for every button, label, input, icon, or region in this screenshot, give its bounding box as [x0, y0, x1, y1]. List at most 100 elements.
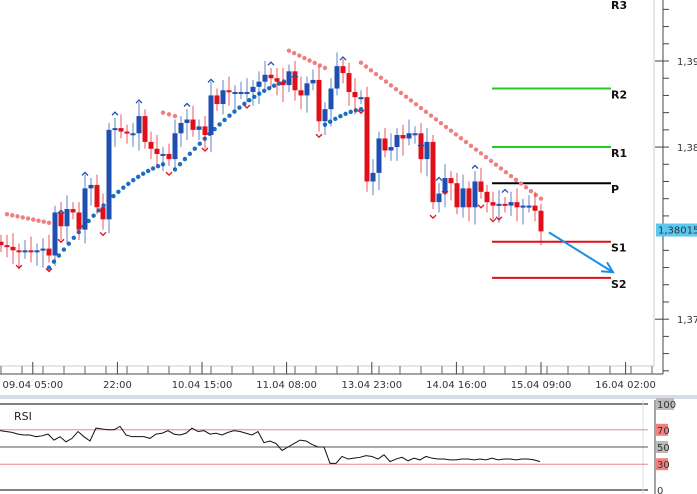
candle: [394, 128, 400, 161]
candle-body: [400, 135, 406, 139]
candle-body: [532, 205, 538, 211]
current-price-label: 1,38015: [658, 226, 697, 237]
candle: [46, 234, 52, 263]
fractal-down-icon: [15, 264, 23, 269]
candle: [478, 167, 484, 199]
candle-body: [28, 250, 34, 253]
sar-dot: [247, 98, 252, 103]
candle: [4, 234, 10, 258]
candle: [136, 102, 142, 151]
candle: [226, 76, 232, 106]
sar-dot: [262, 88, 267, 94]
candle-body: [376, 138, 382, 173]
candle-body: [478, 181, 484, 192]
candle: [154, 135, 160, 168]
sar-dot: [10, 213, 15, 218]
candle-body: [334, 66, 340, 89]
candle: [292, 61, 298, 101]
sar-dot: [101, 203, 106, 208]
candle: [178, 116, 184, 148]
sar-dot: [418, 105, 424, 111]
candle: [238, 81, 244, 99]
candle: [472, 171, 478, 225]
candle-body: [316, 79, 322, 122]
panel-separator[interactable]: [0, 395, 697, 399]
candle-body: [406, 133, 412, 139]
candle-body: [460, 188, 466, 208]
fractal-down-icon: [495, 216, 503, 221]
sar-dot: [297, 53, 302, 58]
candle: [76, 202, 82, 241]
candle: [502, 196, 508, 213]
rsi-tick-label: 30: [657, 460, 670, 471]
candle: [442, 164, 448, 208]
candle: [280, 67, 286, 103]
candle: [508, 191, 514, 216]
fractal-up-icon: [471, 164, 479, 169]
candle: [340, 59, 346, 84]
candle-body: [370, 172, 376, 182]
sar-dot: [428, 113, 434, 118]
sar-dot: [312, 60, 317, 66]
sar-dot: [150, 166, 156, 171]
fractal-down-icon: [243, 104, 251, 109]
sar-dot: [523, 185, 529, 190]
candle: [214, 88, 220, 111]
candle-body: [310, 79, 316, 84]
candle-body: [472, 181, 478, 208]
candle-body: [148, 141, 154, 149]
pivot-label-r3: R3: [611, 0, 627, 12]
candle: [316, 66, 322, 132]
candle: [124, 124, 130, 144]
candle: [496, 190, 502, 223]
rsi-tick-label: 0: [657, 486, 663, 494]
pivot-label-r2: R2: [611, 89, 627, 102]
candle-body: [22, 250, 28, 253]
candle-body: [394, 135, 400, 148]
candle-body: [352, 91, 358, 98]
candle: [514, 188, 520, 222]
candle-body: [202, 126, 208, 136]
forecast-arrowhead-icon: [600, 261, 615, 274]
rsi-tick-label: 70: [657, 426, 670, 437]
fractal-down-icon: [99, 231, 107, 237]
current-price-badge: [656, 223, 697, 237]
candle-body: [190, 119, 196, 130]
candle-body: [178, 122, 184, 134]
candle: [58, 202, 64, 241]
sar-dot: [41, 219, 46, 224]
sar-dot: [327, 119, 333, 124]
rsi-tick-badge: [656, 423, 668, 436]
candle-body: [88, 184, 94, 189]
candle-body: [328, 88, 334, 110]
sar-dot: [136, 174, 141, 180]
candle-body: [430, 141, 436, 203]
sar-dot: [463, 139, 469, 145]
candle: [22, 240, 28, 259]
candle-body: [124, 131, 130, 134]
candle-body: [130, 133, 136, 136]
candle-body: [82, 188, 88, 230]
candle: [370, 159, 376, 196]
candle: [202, 116, 208, 149]
candle-body: [364, 97, 370, 182]
candle: [520, 198, 526, 225]
candle-body: [70, 209, 76, 213]
sar-dot: [276, 81, 282, 86]
sar-dot: [15, 214, 20, 219]
time-tick-label: 11.04 08:00: [256, 380, 317, 391]
candle-body: [514, 202, 520, 208]
candle-body: [208, 95, 214, 136]
candle: [118, 114, 124, 139]
sar-dot: [160, 110, 166, 115]
sar-dot: [473, 147, 479, 152]
sar-dot: [358, 106, 364, 112]
sar-dot: [493, 162, 499, 167]
sar-dot: [302, 55, 307, 61]
forecast-arrow-icon: [548, 231, 614, 274]
candle-body: [436, 193, 442, 203]
candle-body: [184, 119, 190, 123]
candle-body: [292, 71, 298, 91]
fractal-up-icon: [81, 171, 89, 176]
candle: [466, 181, 472, 222]
